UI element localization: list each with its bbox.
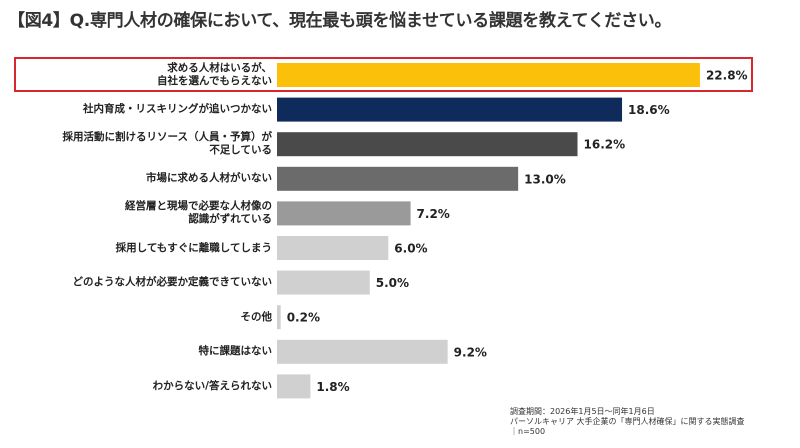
bar: [277, 132, 578, 157]
data-label: 5.0%: [376, 276, 409, 290]
category-label: 社内育成・リスキリングが追いつかない: [83, 103, 272, 116]
category-label: わからない/答えられない: [152, 379, 272, 392]
category-label: 市場に求める人材がいない: [146, 172, 272, 185]
bar: [277, 63, 700, 87]
bar: [277, 97, 623, 122]
bar: [277, 166, 519, 191]
data-label: 16.2%: [584, 138, 626, 152]
survey-source: パーソルキャリア 大手企業の「専門人材確保」に関する実態調査: [510, 417, 745, 426]
bar: [277, 270, 370, 295]
data-label: 18.6%: [628, 103, 670, 117]
data-label: 22.8%: [706, 69, 748, 83]
data-label: 1.8%: [316, 380, 349, 394]
category-label: 採用してもすぐに離職してしまう: [115, 241, 272, 254]
bar: [277, 374, 311, 399]
bar: [277, 236, 389, 260]
data-label: 9.2%: [454, 345, 487, 359]
category-label: どのような人材が必要か定義できていない: [72, 276, 273, 289]
bar: [277, 201, 411, 226]
category-label: 特に課題はない: [198, 345, 273, 358]
category-label: 採用活動に割けるリソース（人員・予算）が 不足している: [62, 131, 272, 157]
category-label: 経営層と現場で必要な人材像の 認識がずれている: [125, 200, 272, 226]
sample-size: ｜n=500: [510, 427, 546, 436]
bar: [277, 305, 281, 330]
data-label: 6.0%: [394, 242, 427, 256]
source-note: 調査期間：2026年1月5日〜同年1月6日 パーソルキャリア 大手企業の「専門人…: [510, 407, 745, 437]
highlight-box: [14, 57, 753, 92]
chart-title: 【図4】Q.専門人材の確保において、現在最も頭を悩ませている課題を教えてください…: [8, 11, 672, 31]
data-label: 13.0%: [524, 172, 566, 186]
data-label: 7.2%: [417, 207, 450, 221]
bar: [277, 339, 448, 364]
category-label: 求める人材はいるが、 自社を選んでもらえない: [157, 62, 272, 87]
category-label: その他: [240, 310, 273, 323]
survey-period: 調査期間：2026年1月5日〜同年1月6日: [510, 407, 655, 416]
data-label: 0.2%: [287, 311, 320, 325]
